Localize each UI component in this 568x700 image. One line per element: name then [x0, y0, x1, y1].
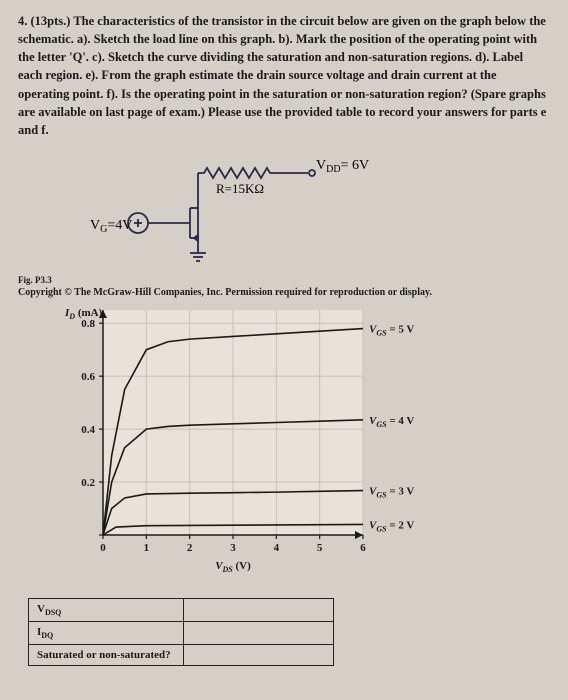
question-body: The characteristics of the transistor in… — [18, 14, 546, 137]
table-row: Saturated or non-saturated? — [29, 645, 334, 666]
vdd-label: VDD= 6V — [316, 158, 369, 175]
svg-text:VDS (V): VDS (V) — [215, 560, 251, 574]
row-value — [184, 622, 334, 645]
svg-text:5: 5 — [317, 542, 323, 554]
svg-text:1: 1 — [144, 542, 150, 554]
svg-text:VGS = 4 V: VGS = 4 V — [369, 415, 414, 429]
question-number: 4. (13pts.) — [18, 14, 70, 28]
question-text: 4. (13pts.) The characteristics of the t… — [18, 12, 550, 139]
vg-label: VG=4V — [90, 218, 132, 235]
row-label: Saturated or non-saturated? — [29, 645, 184, 666]
table-row: VDSQ — [29, 598, 334, 621]
svg-text:3: 3 — [230, 542, 236, 554]
svg-text:0.6: 0.6 — [81, 371, 95, 383]
svg-text:VGS = 5 V: VGS = 5 V — [369, 323, 414, 337]
row-value — [184, 598, 334, 621]
svg-text:0.8: 0.8 — [81, 318, 95, 330]
svg-text:4: 4 — [274, 542, 280, 554]
table-row: IDQ — [29, 622, 334, 645]
svg-text:2: 2 — [187, 542, 193, 554]
iv-chart: 0.2 0.4 0.6 0.8 0 1 2 3 4 5 6 ID (mA) VDS (V) VGS = 5… — [48, 300, 438, 580]
svg-text:6: 6 — [360, 542, 366, 554]
r-label: R=15KΩ — [216, 181, 264, 196]
circuit-schematic: VDD= 6V R=15KΩ VG=4V — [18, 153, 550, 263]
circuit-svg: VDD= 6V R=15KΩ VG=4V — [18, 153, 548, 263]
svg-text:0: 0 — [100, 542, 106, 554]
row-value — [184, 645, 334, 666]
row-label: IDQ — [29, 622, 184, 645]
copyright-text: Copyright © The McGraw-Hill Companies, I… — [18, 287, 550, 298]
chart-svg: 0.2 0.4 0.6 0.8 0 1 2 3 4 5 6 ID (mA) VDS (V) VGS = 5… — [48, 300, 438, 580]
row-label: VDSQ — [29, 598, 184, 621]
figure-label: Fig. P3.3 — [18, 275, 550, 285]
svg-text:0.2: 0.2 — [81, 477, 95, 489]
svg-text:VGS = 2 V: VGS = 2 V — [369, 519, 414, 533]
svg-text:ID (mA): ID (mA) — [64, 307, 103, 321]
svg-text:VGS = 3 V: VGS = 3 V — [369, 485, 414, 499]
answer-table: VDSQ IDQ Saturated or non-saturated? — [28, 598, 334, 666]
svg-text:0.4: 0.4 — [81, 424, 95, 436]
